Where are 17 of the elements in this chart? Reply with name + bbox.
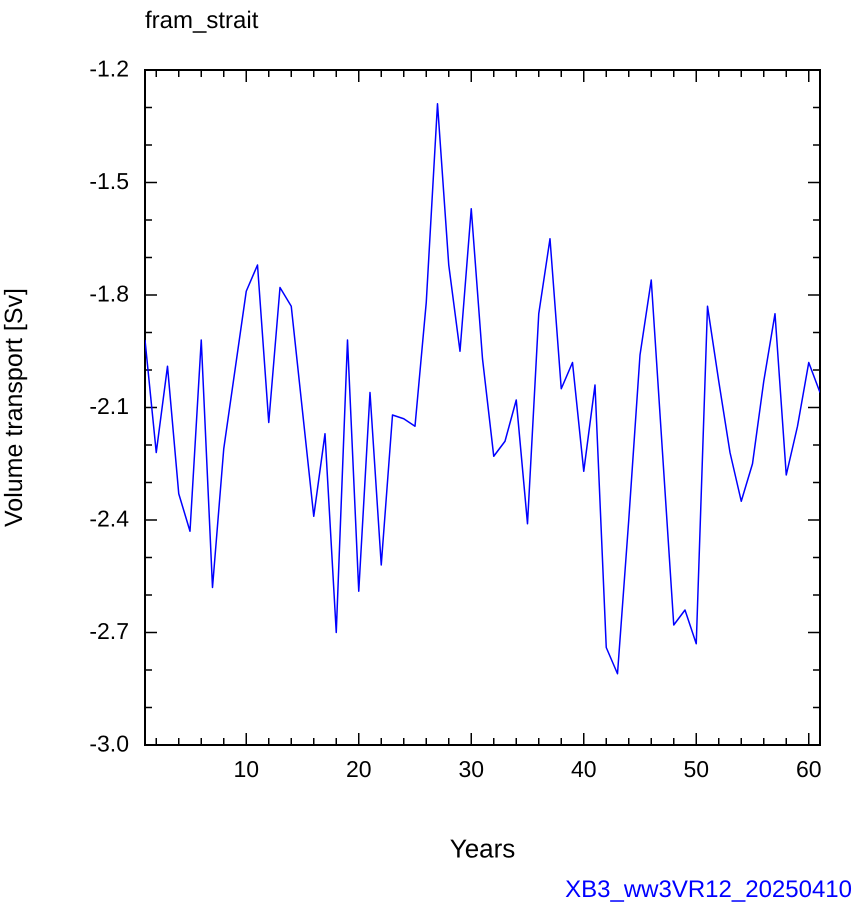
y-tick-label: -1.5 [89,168,129,194]
x-axis-title: Years [450,834,516,864]
text: XB3_ww3VR12_20250410 [565,876,852,903]
x-tick-label: 60 [796,756,822,782]
y-tick-label: -1.2 [89,55,129,82]
y-tick-label: -2.1 [89,392,129,419]
y-tick-label: -2.7 [89,618,129,644]
x-tick-label: 50 [683,756,710,782]
x-tick-label: 20 [346,756,372,782]
x-tick-label: 40 [570,756,597,782]
y-tick-label: -1.8 [89,280,129,306]
x-tick-label: 30 [458,756,484,782]
chart-title: fram_strait [145,7,259,34]
y-tick-label: -3.0 [89,730,129,756]
y-tick-label: -2.4 [89,505,130,532]
x-tick-label: 10 [233,756,260,782]
y-axis-title: Volume transport [Sv] [0,288,28,528]
